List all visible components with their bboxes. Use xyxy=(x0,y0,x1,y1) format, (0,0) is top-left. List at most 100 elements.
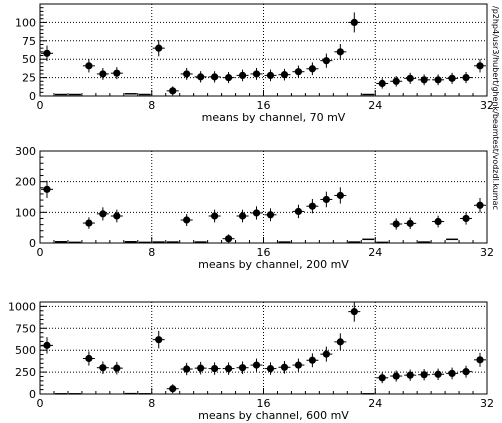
data-point xyxy=(152,40,165,57)
data-point xyxy=(432,215,445,228)
data-point xyxy=(390,76,403,87)
y-tick-label: 0 xyxy=(29,237,36,250)
data-marker xyxy=(378,374,386,382)
data-marker xyxy=(99,70,107,78)
data-point xyxy=(250,358,263,372)
data-point xyxy=(236,361,249,374)
data-point xyxy=(208,71,221,83)
data-point xyxy=(292,358,305,372)
data-point xyxy=(110,67,123,80)
data-marker xyxy=(280,71,289,79)
data-point xyxy=(208,209,221,223)
data-marker xyxy=(308,202,316,210)
x-tick-label: 24 xyxy=(368,99,382,112)
data-marker xyxy=(336,338,344,346)
data-marker xyxy=(420,371,428,379)
data-marker xyxy=(169,385,177,393)
data-marker xyxy=(448,369,456,378)
data-point xyxy=(222,234,235,244)
x-tick-label: 32 xyxy=(480,246,494,259)
data-marker xyxy=(406,371,414,379)
data-point xyxy=(306,62,319,76)
x-tick-label: 8 xyxy=(148,246,155,259)
data-point xyxy=(404,72,417,84)
data-marker xyxy=(448,74,456,82)
data-point xyxy=(250,68,263,80)
y-tick-label: 500 xyxy=(15,344,36,357)
data-marker xyxy=(224,74,233,82)
data-point xyxy=(306,199,319,214)
data-point xyxy=(320,53,333,68)
data-marker xyxy=(280,363,289,371)
data-marker xyxy=(294,68,303,76)
data-point xyxy=(264,208,277,222)
data-marker xyxy=(43,49,51,57)
data-point xyxy=(180,68,193,80)
data-marker xyxy=(350,308,358,316)
data-point xyxy=(82,59,95,73)
data-point xyxy=(320,191,333,208)
data-marker xyxy=(266,364,275,373)
data-marker xyxy=(434,370,442,378)
data-point xyxy=(82,351,95,366)
panel-3: 0 8 16 24 32 0 250 500 750 1000 means by channel, … xyxy=(8,300,494,422)
data-marker xyxy=(462,214,470,223)
data-marker xyxy=(378,79,386,88)
data-marker xyxy=(266,71,275,79)
data-point xyxy=(152,330,165,349)
data-point xyxy=(348,301,361,322)
data-marker xyxy=(238,71,247,79)
data-marker xyxy=(252,209,261,217)
data-marker xyxy=(113,69,121,77)
data-point xyxy=(222,72,235,84)
data-marker xyxy=(350,18,358,26)
data-marker xyxy=(308,65,316,73)
x-axis-label: means by channel, 600 mV xyxy=(198,409,349,422)
y-tick-label: 200 xyxy=(15,176,36,189)
y-tick-label: 75 xyxy=(22,35,36,48)
y-tick-label: 100 xyxy=(15,206,36,219)
data-marker xyxy=(43,185,51,193)
data-point xyxy=(404,217,417,230)
x-axis-label: means by channel, 70 mV xyxy=(202,111,346,124)
data-point xyxy=(460,365,473,378)
data-marker xyxy=(99,364,107,372)
data-marker xyxy=(85,354,93,363)
data-point xyxy=(334,187,347,204)
data-marker xyxy=(183,365,191,373)
data-point xyxy=(376,372,389,384)
data-point xyxy=(208,362,221,375)
x-axis-label: means by channel, 200 mV xyxy=(198,258,349,271)
data-point xyxy=(432,74,445,86)
data-point xyxy=(264,69,277,82)
data-marker xyxy=(211,212,219,220)
data-marker xyxy=(169,87,177,95)
y-tick-label: 300 xyxy=(15,145,36,158)
data-marker xyxy=(183,216,191,224)
data-point xyxy=(474,198,487,213)
data-marker xyxy=(434,76,442,84)
data-marker xyxy=(183,70,191,78)
data-point xyxy=(166,86,179,96)
data-marker xyxy=(406,219,414,227)
data-point xyxy=(110,361,123,375)
data-marker xyxy=(197,364,205,372)
data-point xyxy=(180,362,193,376)
data-marker xyxy=(476,62,484,70)
data-point xyxy=(292,65,305,78)
data-point xyxy=(40,337,53,354)
data-marker xyxy=(252,361,261,369)
data-marker xyxy=(322,57,330,65)
data-point xyxy=(474,352,487,367)
data-point xyxy=(348,12,361,33)
data-marker xyxy=(238,364,247,372)
data-marker xyxy=(434,217,442,226)
data-marker xyxy=(43,341,51,349)
data-point xyxy=(110,209,123,223)
data-point xyxy=(474,59,487,73)
data-point xyxy=(432,368,445,380)
data-marker xyxy=(462,368,470,376)
y-tick-label: 0 xyxy=(29,388,36,401)
side-path-label: /p2hp4/usr3/hubert/ghenk/beamtest/vodzdl… xyxy=(491,6,500,210)
panel-1: 0 8 16 24 32 0 25 50 75 100 means by channel, 70 m… xyxy=(15,3,494,124)
